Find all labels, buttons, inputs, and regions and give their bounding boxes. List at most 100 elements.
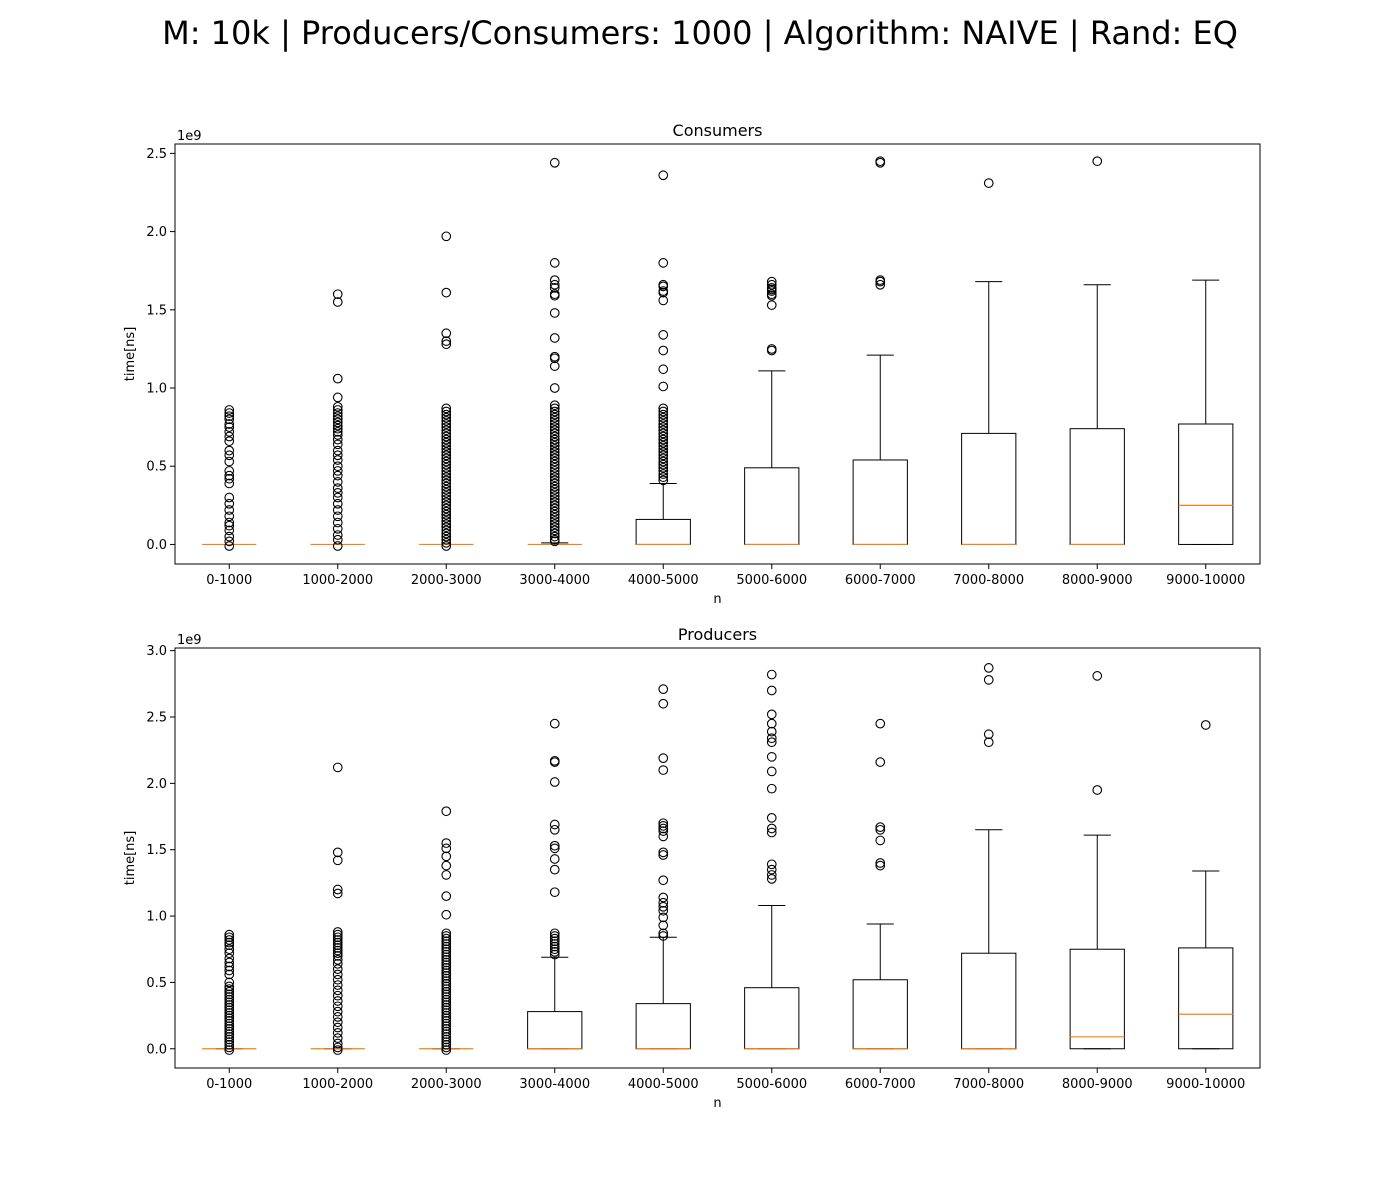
- flier-point: [658, 472, 669, 483]
- y-tick-label: 2.0: [146, 777, 167, 792]
- flier-point: [441, 487, 452, 498]
- flier-point: [224, 498, 235, 509]
- flier-point: [549, 275, 560, 285]
- box-8000-9000: [1069, 671, 1125, 1050]
- flier-point: [549, 353, 560, 364]
- box-3000-4000: [527, 718, 583, 1050]
- flier-point: [332, 517, 343, 528]
- flier-point: [441, 965, 452, 976]
- flier-point: [1092, 785, 1103, 795]
- flier-point: [224, 505, 235, 515]
- flier-point: [441, 491, 452, 501]
- flier-point: [224, 473, 235, 484]
- flier-point: [224, 466, 235, 476]
- flier-point: [549, 157, 560, 168]
- flier-point: [983, 178, 994, 188]
- flier-point: [658, 901, 669, 912]
- flier-point: [441, 450, 452, 461]
- flier-point: [332, 954, 343, 965]
- y-tick-label: 1.5: [146, 843, 167, 858]
- flier-point: [549, 441, 560, 451]
- x-tick-label: 4000-5000: [628, 1077, 699, 1092]
- axes-frame: [174, 647, 1261, 1069]
- flier-point: [875, 276, 886, 287]
- flier-point: [766, 766, 777, 777]
- flier-point: [549, 947, 560, 957]
- flier-point: [441, 500, 452, 511]
- flier-point: [332, 439, 343, 450]
- flier-point: [332, 450, 343, 461]
- flier-point: [549, 840, 560, 851]
- flier-point: [224, 932, 235, 943]
- y-tick-label: 0.5: [146, 976, 167, 991]
- flier-point: [549, 409, 560, 420]
- flier-point: [549, 406, 560, 417]
- flier-point: [441, 1000, 452, 1010]
- flier-point: [441, 472, 452, 483]
- flier-point: [766, 726, 777, 737]
- flier-point: [549, 843, 560, 854]
- flier-point: [875, 860, 886, 871]
- flier-point: [332, 1038, 343, 1049]
- flier-point: [441, 475, 452, 486]
- flier-point: [332, 948, 343, 959]
- flier-point: [441, 462, 452, 473]
- flier-point: [332, 847, 343, 858]
- flier-point: [224, 525, 235, 536]
- flier-point: [549, 887, 560, 898]
- flier-point: [224, 992, 235, 1002]
- flier-point: [224, 450, 235, 461]
- flier-point: [224, 422, 235, 432]
- flier-point: [658, 456, 669, 467]
- flier-point: [441, 456, 452, 467]
- flier-point: [332, 1045, 343, 1055]
- flier-point: [658, 403, 669, 414]
- flier-point: [441, 519, 452, 529]
- box-7000-8000: [961, 178, 1017, 546]
- box-0-1000: [202, 405, 257, 551]
- flier-point: [224, 436, 235, 447]
- flier-point: [332, 530, 343, 540]
- flier-point: [549, 459, 560, 470]
- flier-point: [441, 860, 452, 871]
- flier-point: [658, 419, 669, 429]
- flier-point: [549, 777, 560, 787]
- flier-point: [658, 818, 669, 829]
- flier-point: [549, 466, 560, 476]
- flier-point: [224, 541, 235, 551]
- flier-point: [332, 888, 343, 899]
- flier-point: [766, 300, 777, 310]
- flier-point: [224, 478, 235, 489]
- box-iqr: [744, 987, 800, 1050]
- flier-point: [332, 990, 343, 1001]
- flier-point: [224, 1034, 235, 1045]
- flier-point: [441, 994, 452, 1005]
- flier-point: [441, 957, 452, 968]
- flier-point: [875, 835, 886, 846]
- flier-point: [875, 824, 886, 835]
- box-4000-5000: [635, 684, 691, 1050]
- flier-point: [332, 445, 343, 456]
- flier-point: [441, 1016, 452, 1026]
- flier-point: [549, 400, 560, 411]
- flier-point: [658, 475, 669, 486]
- flier-point: [983, 674, 994, 685]
- flier-point: [658, 381, 669, 392]
- flier-point: [224, 445, 235, 456]
- flier-point: [441, 931, 452, 941]
- flier-point: [549, 453, 560, 464]
- flier-point: [658, 428, 669, 439]
- box-iqr: [852, 979, 908, 1050]
- flier-point: [224, 1039, 235, 1050]
- flier-point: [441, 973, 452, 984]
- flier-point: [549, 513, 560, 523]
- flier-point: [332, 1022, 343, 1033]
- flier-point: [549, 516, 560, 526]
- flier-point: [441, 928, 452, 939]
- flier-point: [875, 718, 886, 729]
- flier-point: [332, 414, 343, 425]
- flier-point: [332, 297, 343, 307]
- flier-point: [549, 434, 560, 445]
- flier-point: [658, 823, 669, 834]
